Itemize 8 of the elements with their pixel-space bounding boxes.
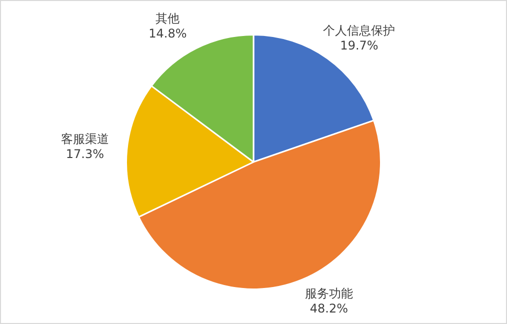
slice-label: 其他 [156,11,180,26]
slice-label: 客服渠道 [60,132,109,146]
data-label: 19.7% [340,38,378,52]
slice-label: 服务功能 [304,286,353,301]
slice-label: 个人信息保护 [323,23,396,38]
data-label: 17.3% [66,146,104,161]
data-label: 14.8% [148,26,187,40]
data-label: 48.2% [310,302,348,316]
